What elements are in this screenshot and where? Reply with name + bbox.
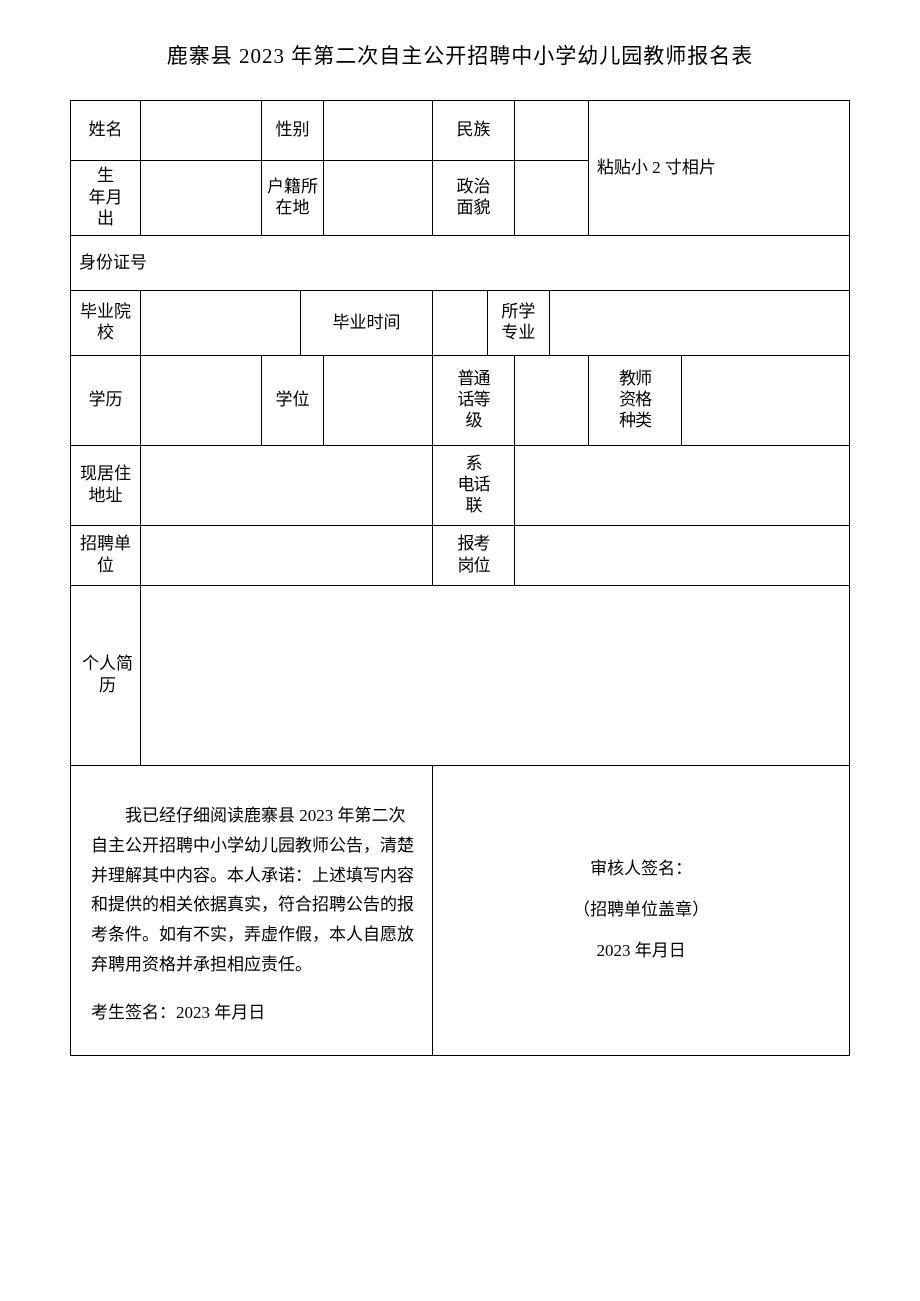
label-major: 所学专业 <box>487 291 549 356</box>
value-hometown <box>324 161 433 236</box>
value-position <box>514 526 849 586</box>
label-gender: 性别 <box>261 101 323 161</box>
label-birth: 生年月出 <box>71 161 141 236</box>
label-employer: 招聘单位 <box>71 526 141 586</box>
label-grad-school: 毕业院校 <box>71 291 141 356</box>
label-hometown: 户籍所在地 <box>261 161 323 236</box>
row-name: 姓名 性别 民族 粘贴小 2 寸相片 <box>71 101 850 161</box>
row-resume: 个人简历 <box>71 586 850 766</box>
value-gender <box>324 101 433 161</box>
label-resume: 个人简历 <box>71 586 141 766</box>
reviewer-sign-label: 审核人签名： <box>435 849 847 890</box>
label-teacher-cert: 教师资格种类 <box>588 356 681 446</box>
value-education <box>141 356 262 446</box>
row-declaration: 我已经仔细阅读鹿寨县 2023 年第二次自主公开招聘中小学幼儿园教师公告，清楚并… <box>71 766 850 1056</box>
declaration-text-cell: 我已经仔细阅读鹿寨县 2023 年第二次自主公开招聘中小学幼儿园教师公告，清楚并… <box>71 766 433 1056</box>
value-phone <box>514 446 849 526</box>
label-phone: 系电话联 <box>433 446 515 526</box>
label-grad-time: 毕业时间 <box>300 291 432 356</box>
row-address: 现居住地址 系电话联 <box>71 446 850 526</box>
label-mandarin: 普通话等级 <box>433 356 515 446</box>
declaration-body: 我已经仔细阅读鹿寨县 2023 年第二次自主公开招聘中小学幼儿园教师公告，清楚并… <box>91 801 417 980</box>
row-edu: 学历 学位 普通话等级 教师资格种类 <box>71 356 850 446</box>
label-id: 身份证号 <box>71 236 850 291</box>
label-position: 报考岗位 <box>433 526 515 586</box>
stamp-label: （招聘单位盖章） <box>435 890 847 931</box>
applicant-signature: 考生签名：2023 年月日 <box>91 998 417 1028</box>
value-birth <box>141 161 262 236</box>
label-ethnicity: 民族 <box>433 101 515 161</box>
review-date: 2023 年月日 <box>435 931 847 972</box>
value-teacher-cert <box>682 356 850 446</box>
value-resume <box>141 586 850 766</box>
label-name: 姓名 <box>71 101 141 161</box>
form-title: 鹿寨县 2023 年第二次自主公开招聘中小学幼儿园教师报名表 <box>70 40 850 70</box>
row-id: 身份证号 <box>71 236 850 291</box>
row-employer: 招聘单位 报考岗位 <box>71 526 850 586</box>
label-political: 政治面貌 <box>433 161 515 236</box>
application-form-table: 姓名 性别 民族 粘贴小 2 寸相片 生年月出 户籍所在地 政治面貌 身份证号 … <box>70 100 850 1056</box>
value-address <box>141 446 433 526</box>
label-degree: 学位 <box>261 356 323 446</box>
value-mandarin <box>514 356 588 446</box>
value-name <box>141 101 262 161</box>
reviewer-cell: 审核人签名： （招聘单位盖章） 2023 年月日 <box>433 766 850 1056</box>
value-employer <box>141 526 433 586</box>
value-degree <box>324 356 433 446</box>
label-education: 学历 <box>71 356 141 446</box>
value-major <box>549 291 849 356</box>
photo-placeholder: 粘贴小 2 寸相片 <box>588 101 849 236</box>
value-ethnicity <box>514 101 588 161</box>
value-grad-school <box>141 291 301 356</box>
value-grad-time <box>433 291 488 356</box>
label-address: 现居住地址 <box>71 446 141 526</box>
row-grad: 毕业院校 毕业时间 所学专业 <box>71 291 850 356</box>
value-political <box>514 161 588 236</box>
